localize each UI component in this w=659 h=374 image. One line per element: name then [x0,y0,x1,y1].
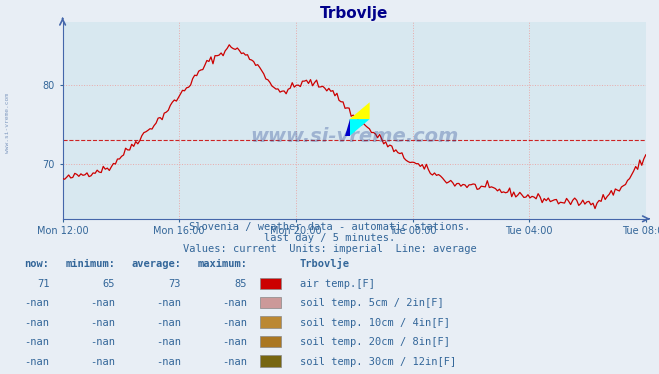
Text: www.si-vreme.com: www.si-vreme.com [250,127,459,146]
Text: 73: 73 [169,279,181,289]
Text: -nan: -nan [156,318,181,328]
Text: Values: current  Units: imperial  Line: average: Values: current Units: imperial Line: av… [183,245,476,254]
Text: now:: now: [24,260,49,269]
Polygon shape [345,119,350,136]
Text: -nan: -nan [156,337,181,347]
Text: soil temp. 5cm / 2in[F]: soil temp. 5cm / 2in[F] [300,298,444,308]
Text: -nan: -nan [90,357,115,367]
Text: -nan: -nan [90,337,115,347]
Text: air temp.[F]: air temp.[F] [300,279,375,289]
Title: Trbovlje: Trbovlje [320,6,388,21]
Text: -nan: -nan [222,298,247,308]
Text: Slovenia / weather data - automatic stations.: Slovenia / weather data - automatic stat… [189,222,470,232]
Text: soil temp. 20cm / 8in[F]: soil temp. 20cm / 8in[F] [300,337,450,347]
Text: soil temp. 30cm / 12in[F]: soil temp. 30cm / 12in[F] [300,357,456,367]
Text: last day / 5 minutes.: last day / 5 minutes. [264,233,395,243]
Text: -nan: -nan [222,318,247,328]
Polygon shape [350,102,370,119]
Polygon shape [350,119,370,136]
Text: Trbovlje: Trbovlje [300,258,350,269]
Text: minimum:: minimum: [65,260,115,269]
Text: 65: 65 [103,279,115,289]
Text: -nan: -nan [156,357,181,367]
Text: average:: average: [131,260,181,269]
Text: -nan: -nan [90,318,115,328]
Text: soil temp. 10cm / 4in[F]: soil temp. 10cm / 4in[F] [300,318,450,328]
Text: www.si-vreme.com: www.si-vreme.com [5,94,11,153]
Text: 71: 71 [37,279,49,289]
Text: -nan: -nan [24,337,49,347]
Text: -nan: -nan [156,298,181,308]
Text: maximum:: maximum: [197,260,247,269]
Text: -nan: -nan [222,337,247,347]
Text: -nan: -nan [90,298,115,308]
Text: -nan: -nan [24,357,49,367]
Text: -nan: -nan [24,318,49,328]
Text: -nan: -nan [24,298,49,308]
Text: 85: 85 [235,279,247,289]
Text: -nan: -nan [222,357,247,367]
